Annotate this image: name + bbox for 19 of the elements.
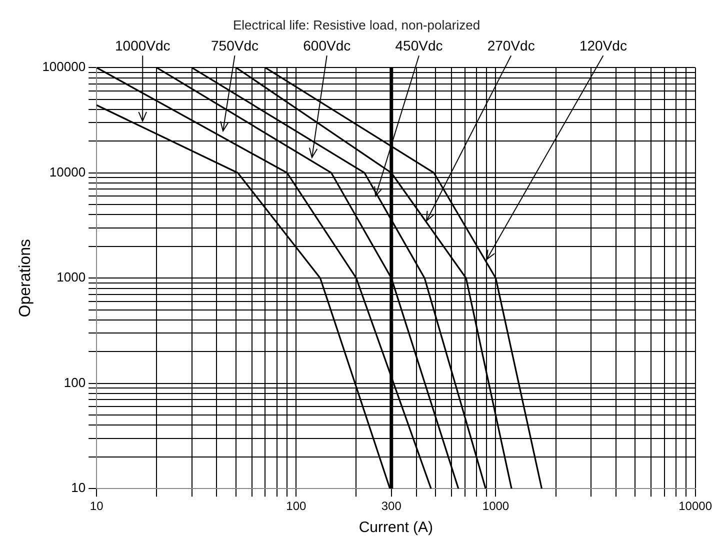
y-tick-label: 1000 (56, 270, 86, 285)
x-tick-label: 1000 (482, 499, 510, 514)
y-tick-label: 10 (71, 480, 86, 496)
chart-title: Electrical life: Resistive load, non-polarized (232, 17, 480, 32)
annotation: 600Vdc (303, 37, 351, 54)
x-tick-label: 10 (90, 499, 104, 514)
x-axis-title: Current (A) (358, 519, 434, 536)
y-tick-label: 100 (64, 374, 86, 390)
x-tick-label: 100 (286, 499, 306, 514)
annotation: 270Vdc (487, 37, 535, 54)
annotation: 750Vdc (211, 37, 258, 54)
x-tick-label: 300 (381, 499, 402, 514)
y-axis-title: Operations (17, 238, 34, 318)
annotation: 450Vdc (395, 37, 443, 54)
annotation: 120Vdc (579, 37, 627, 54)
y-tick-label: 100000 (42, 59, 86, 74)
y-tick-label: 10000 (49, 164, 86, 180)
annotation: 1000Vdc (114, 37, 170, 54)
x-tick-label: 10000 (678, 499, 712, 514)
